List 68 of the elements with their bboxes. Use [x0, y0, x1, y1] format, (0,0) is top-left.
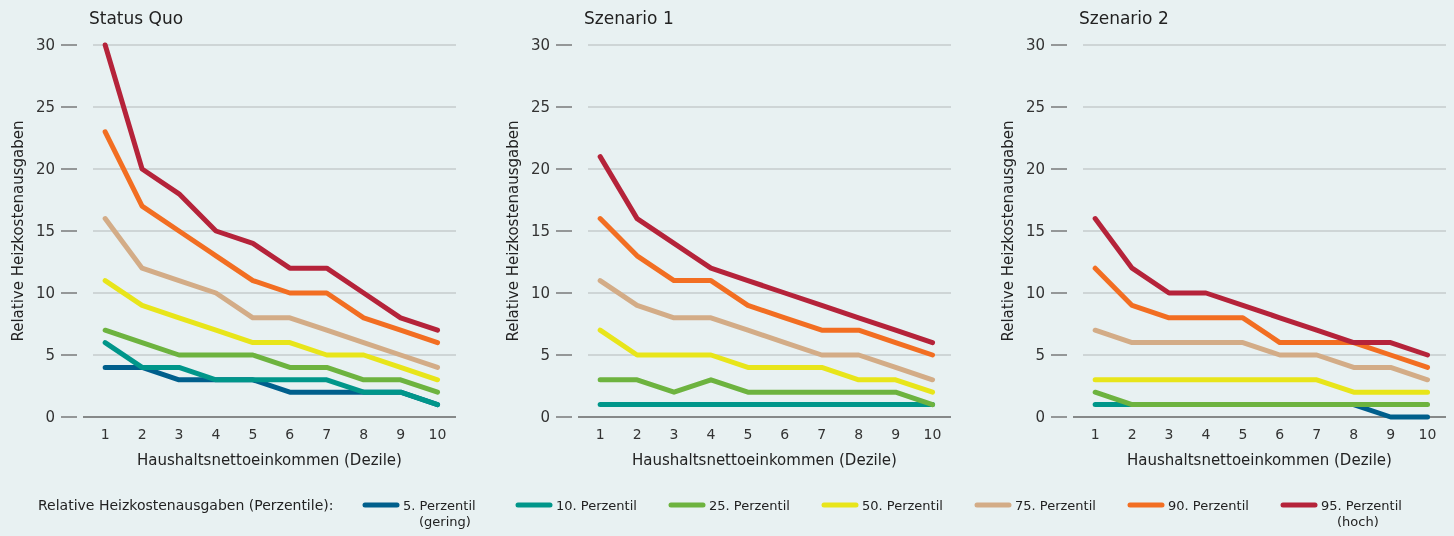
x-tick-label: 6	[285, 426, 295, 442]
y-tick-label: 5	[45, 346, 55, 365]
y-tick-label: 20	[35, 160, 55, 179]
y-tick-label: 25	[530, 98, 550, 117]
x-tick-label: 1	[1090, 426, 1100, 442]
x-axis-title: Haushaltsnettoeinkommen (Dezile)	[1127, 451, 1392, 469]
x-tick-label: 4	[1201, 426, 1211, 442]
x-tick-label: 7	[322, 426, 332, 442]
y-tick-label: 20	[1025, 160, 1045, 179]
x-tick-label: 8	[359, 426, 369, 442]
x-tick-label: 1	[595, 426, 605, 442]
y-tick-label: 30	[1025, 36, 1045, 55]
x-tick-label: 1	[100, 426, 110, 442]
x-tick-label: 5	[248, 426, 258, 442]
x-tick-label: 3	[174, 426, 184, 442]
y-axis-title: Relative Heizkostenausgaben	[504, 120, 522, 342]
legend-label: 90. Perzentil	[1168, 497, 1249, 513]
x-axis-title: Haushaltsnettoeinkommen (Dezile)	[632, 451, 897, 469]
x-tick-label: 7	[1312, 426, 1322, 442]
x-tick-label: 6	[780, 426, 790, 442]
x-tick-label: 3	[669, 426, 679, 442]
x-tick-label: 2	[632, 426, 642, 442]
x-tick-label: 5	[1238, 426, 1248, 442]
legend-label: 95. Perzentil (hoch)	[1321, 497, 1402, 530]
x-tick-label: 8	[854, 426, 864, 442]
y-tick-label: 10	[35, 284, 55, 303]
y-tick-label: 10	[1025, 284, 1045, 303]
x-tick-label: 5	[743, 426, 753, 442]
y-tick-label: 0	[540, 408, 550, 427]
y-tick-label: 10	[530, 284, 550, 303]
x-tick-label: 10	[428, 426, 447, 442]
x-tick-label: 4	[211, 426, 221, 442]
x-tick-label: 8	[1349, 426, 1359, 442]
y-axis-title: Relative Heizkostenausgaben	[999, 120, 1017, 342]
y-tick-label: 30	[35, 36, 55, 55]
legend-title: Relative Heizkostenausgaben (Perzentile):	[38, 496, 334, 513]
x-tick-label: 2	[137, 426, 147, 442]
y-tick-label: 15	[1025, 222, 1045, 241]
x-axis-title: Haushaltsnettoeinkommen (Dezile)	[137, 451, 402, 469]
y-tick-label: 5	[540, 346, 550, 365]
x-tick-label: 10	[1418, 426, 1437, 442]
y-tick-label: 30	[530, 36, 550, 55]
x-tick-label: 9	[396, 426, 406, 442]
y-tick-label: 0	[45, 408, 55, 427]
legend-label: 75. Perzentil	[1015, 497, 1096, 513]
y-tick-label: 5	[1035, 346, 1045, 365]
y-tick-label: 20	[530, 160, 550, 179]
legend-label: 10. Perzentil	[556, 497, 637, 513]
y-tick-label: 15	[530, 222, 550, 241]
y-tick-label: 15	[35, 222, 55, 241]
y-tick-label: 25	[1025, 98, 1045, 117]
x-tick-label: 9	[1386, 426, 1396, 442]
chart-title: Szenario 1	[584, 8, 674, 28]
y-tick-label: 0	[1035, 408, 1045, 427]
x-tick-label: 3	[1164, 426, 1174, 442]
x-tick-label: 4	[706, 426, 716, 442]
x-tick-label: 6	[1275, 426, 1285, 442]
y-tick-label: 25	[35, 98, 55, 117]
chart-title: Szenario 2	[1079, 8, 1169, 28]
x-tick-label: 9	[891, 426, 901, 442]
x-tick-label: 10	[923, 426, 942, 442]
legend-label: 25. Perzentil	[709, 497, 790, 513]
y-axis-title: Relative Heizkostenausgaben	[9, 120, 27, 342]
legend-label: 50. Perzentil	[862, 497, 943, 513]
legend-label: 5. Perzentil (gering)	[403, 497, 476, 530]
x-tick-label: 7	[817, 426, 827, 442]
x-tick-label: 2	[1127, 426, 1137, 442]
chart-title: Status Quo	[89, 8, 184, 28]
